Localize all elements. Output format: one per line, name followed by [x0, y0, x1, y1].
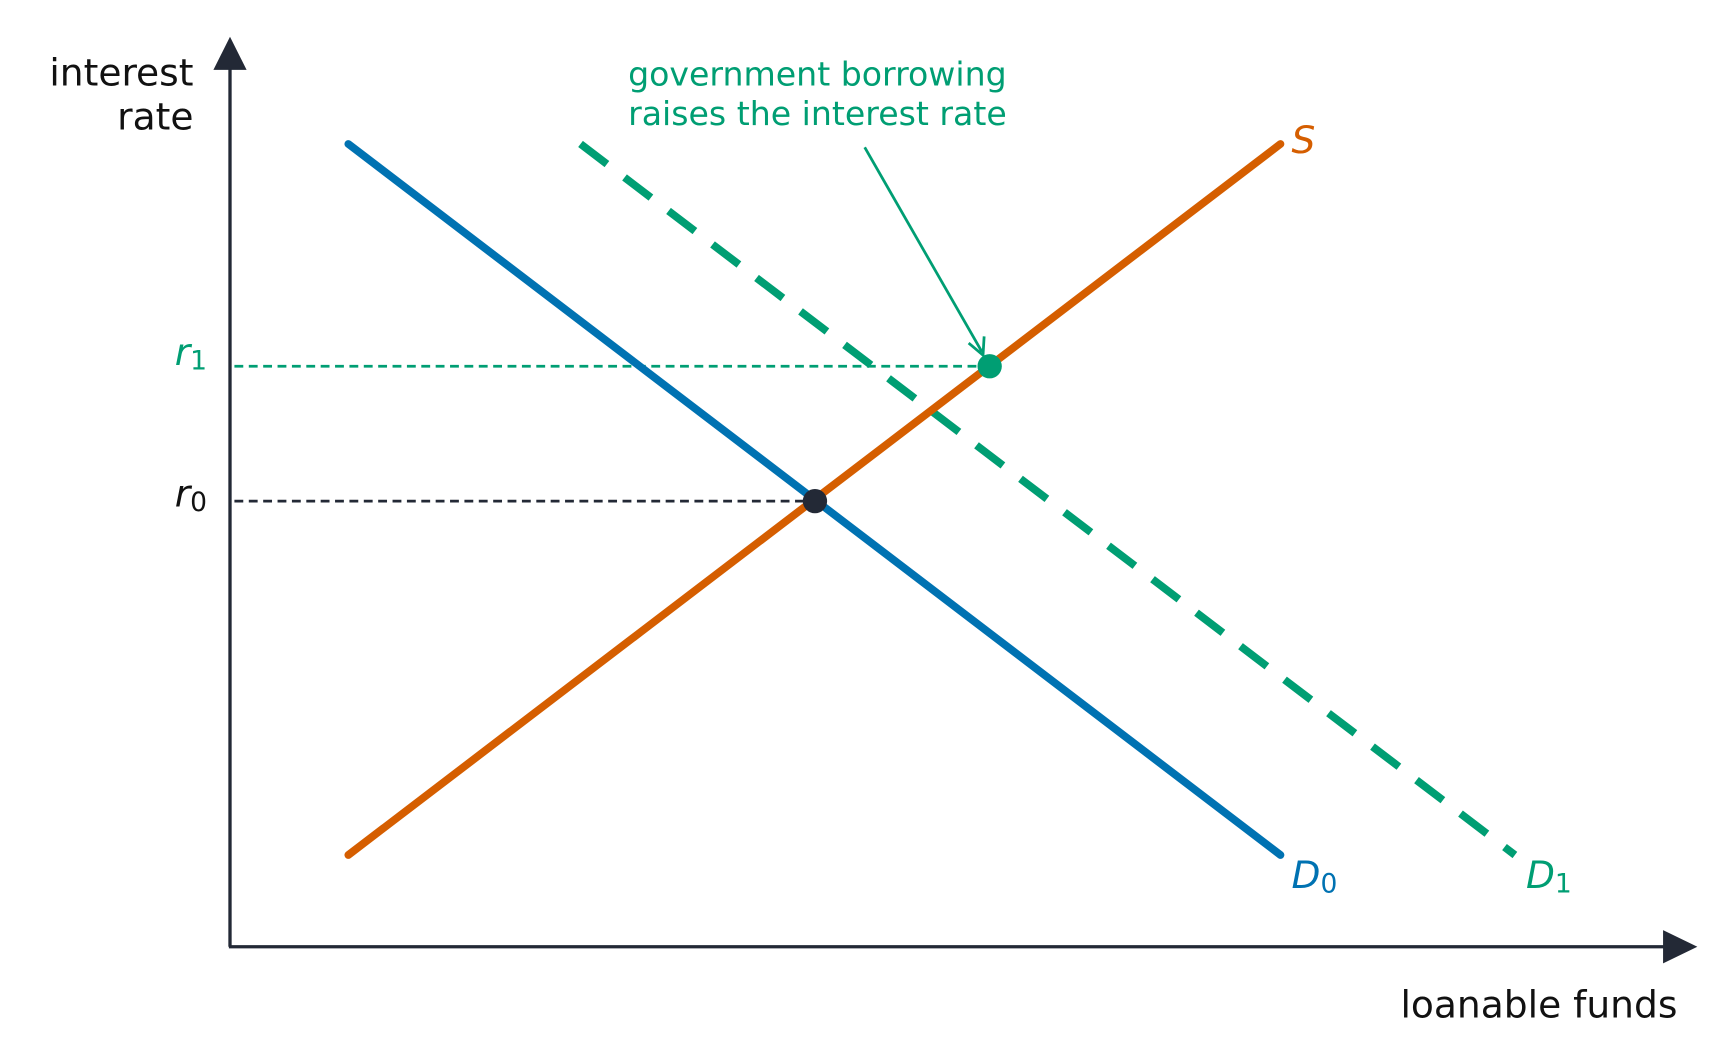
annotation: government borrowing: [628, 54, 1007, 93]
y-axis-label: interest: [49, 50, 193, 94]
equilibrium-0: [802, 488, 828, 514]
y-axis-arrow: [213, 36, 247, 70]
equilibrium-1: [977, 354, 1002, 379]
supply-label: S: [1292, 118, 1316, 162]
demand-1-label: D1: [1526, 853, 1572, 899]
x-axis-arrow: [1663, 930, 1698, 964]
label-sub: 1: [1555, 869, 1572, 900]
label-sub: 1: [190, 346, 207, 377]
y-axis-label: rate: [117, 95, 193, 139]
x-axis-label: loanable funds: [1400, 983, 1677, 1027]
r1-label: r1: [175, 330, 207, 376]
demand-0-label: D0: [1292, 853, 1338, 899]
annotation-arrowhead: [967, 336, 986, 359]
label-main: r: [175, 330, 193, 374]
label-sub: 0: [190, 487, 207, 518]
label-main: D: [1526, 853, 1555, 897]
label-main: r: [175, 472, 193, 516]
annotation: raises the interest rate: [628, 94, 1007, 133]
label-sub: 0: [1320, 869, 1337, 900]
r0-label: r0: [175, 472, 207, 518]
label-main: S: [1292, 118, 1316, 162]
label-main: D: [1292, 853, 1321, 897]
demand-curve-1: [578, 140, 1518, 859]
annotation-arrow: [863, 146, 984, 353]
